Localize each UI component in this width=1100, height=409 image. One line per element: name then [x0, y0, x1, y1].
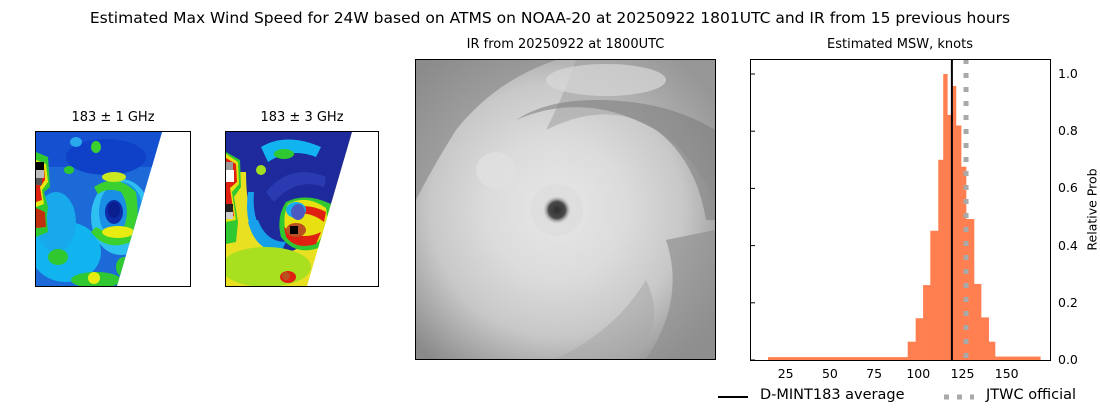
y-tick-label: 0.0	[1058, 352, 1078, 367]
histogram-bar	[768, 357, 908, 360]
mw1-image-panel	[35, 131, 191, 287]
histogram-bar	[952, 86, 957, 361]
msw-histogram	[750, 59, 1055, 365]
y-tick-label: 0.6	[1058, 180, 1078, 196]
y-tick-label: 0.8	[1058, 123, 1078, 139]
histogram-bar	[995, 356, 1041, 360]
legend-average-label: D-MINT183 average	[760, 387, 905, 403]
histogram-bar	[981, 317, 989, 360]
x-tick-label: 150	[994, 366, 1019, 381]
legend-official-label: JTWC official	[986, 387, 1077, 403]
figure-title: Estimated Max Wind Speed for 24W based o…	[89, 9, 1011, 27]
ir-satellite-image	[416, 60, 715, 359]
mw1-panel-title: 183 ± 1 GHz	[71, 110, 155, 125]
mw2-brightness-temperature-map	[226, 132, 352, 286]
histogram-bar	[938, 159, 944, 360]
histogram-bar	[973, 283, 982, 360]
histogram-bar	[955, 125, 962, 360]
histogram-bar	[961, 166, 967, 360]
histogram-bars	[768, 74, 1041, 361]
histogram-bar	[966, 219, 975, 360]
x-tick-label: 25	[777, 366, 794, 381]
ir-panel-title: IR from 20250922 at 1800UTC	[466, 37, 665, 52]
y-tick-label: 0.2	[1058, 294, 1078, 310]
y-axis-label: Relative Prob	[1084, 168, 1100, 251]
y-tick-label: 1.0	[1058, 66, 1078, 81]
legend-dotted-line-icon	[944, 394, 974, 400]
histogram-bar	[907, 341, 916, 360]
x-tick-label: 75	[866, 366, 883, 381]
chart-legend: D-MINT183 average JTWC official	[716, 386, 1096, 408]
y-tick-label: 0.4	[1058, 237, 1078, 253]
histogram-plot-area	[750, 59, 1055, 365]
reference-lines	[950, 59, 969, 361]
mw2-panel-title: 183 ± 3 GHz	[260, 110, 344, 125]
legend-solid-line-icon	[718, 396, 748, 398]
mw1-brightness-temperature-map	[36, 132, 162, 286]
ir-image-panel	[415, 59, 716, 360]
histogram-bar	[923, 285, 931, 360]
histogram-bar	[943, 74, 948, 360]
x-tick-label: 100	[906, 366, 931, 381]
histogram-bar	[947, 114, 954, 360]
x-tick-label: 125	[950, 366, 975, 381]
histogram-bar	[915, 318, 924, 360]
plot-frame	[750, 59, 1051, 361]
histogram-bar	[988, 341, 996, 360]
histogram-title: Estimated MSW, knots	[827, 37, 973, 52]
x-tick-label: 50	[821, 366, 838, 381]
mw2-image-panel	[225, 131, 379, 287]
axis-ticks	[750, 73, 1055, 365]
histogram-bar	[930, 230, 939, 360]
